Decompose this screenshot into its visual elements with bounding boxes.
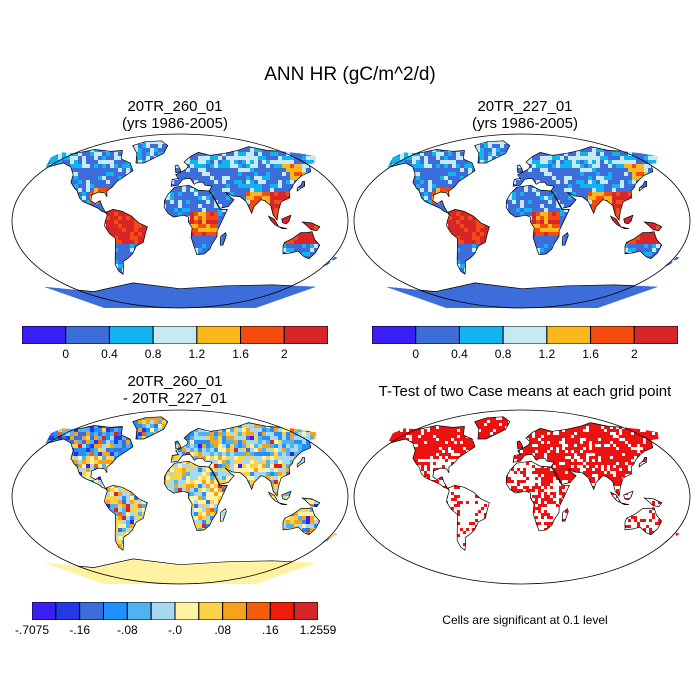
colorbar-swatch [103, 602, 128, 620]
panel-4-title: T-Test of two Case means at each grid po… [350, 383, 700, 400]
colorbar-case-260 [22, 326, 328, 344]
colorbar-tick-label: 1.6 [232, 347, 249, 361]
colorbar-swatch [415, 326, 460, 344]
colorbar-case-260-labels: 0 0.4 0.8 1.2 1.6 2 [22, 347, 328, 363]
colorbar-tick-label: -.08 [116, 623, 138, 637]
colorbar-tick-label: 1.6 [582, 347, 599, 361]
panel-2-subtitle: (yrs 1986-2005) [472, 115, 578, 132]
colorbar-swatch [246, 602, 271, 620]
colorbar-tick-label: -.16 [69, 623, 90, 637]
panel-1-subtitle: (yrs 1986-2005) [122, 115, 228, 132]
panel-2-title: 20TR_227_01 (yrs 1986-2005) [350, 98, 700, 132]
colorbar-tick-label: .08 [214, 623, 231, 637]
panel-2-title-text: 20TR_227_01 [477, 98, 573, 115]
colorbar-swatch [458, 326, 504, 344]
significance-footnote: Cells are significant at 0.1 level [442, 613, 608, 627]
colorbar-swatch [283, 326, 328, 344]
colorbar-difference [32, 602, 318, 620]
colorbar-swatch [22, 326, 67, 344]
colorbar-tick-label: -.7075 [14, 623, 50, 637]
colorbar-tick-label: 1.2 [538, 347, 556, 361]
panel-1-title-text: 20TR_260_01 [127, 98, 223, 115]
map-ttest [353, 409, 691, 585]
antarctica [43, 558, 317, 584]
colorbar-tick-label: 2 [280, 347, 288, 361]
map-case-227 [353, 133, 691, 309]
colorbar-swatch [222, 602, 248, 620]
map-difference [11, 409, 349, 585]
colorbar-case-227 [372, 326, 678, 344]
colorbar-tick-label: 0 [62, 347, 70, 361]
colorbar-tick-label: 1.2 [188, 347, 206, 361]
colorbar-tick-label: 1.2559 [299, 623, 337, 637]
colorbar-swatch [32, 602, 57, 620]
colorbar-swatch [152, 326, 198, 344]
colorbar-tick-label: 0 [412, 347, 420, 361]
colorbar-difference-labels: -.7075 -.16 -.08 -.0 .08 .16 1.2559 [15, 623, 336, 639]
colorbar-swatch [198, 602, 224, 620]
colorbar-swatch [126, 602, 152, 620]
panel-4-title-text: T-Test of two Case means at each grid po… [378, 383, 672, 400]
colorbar-swatch [240, 326, 285, 344]
colorbar-swatch [108, 326, 154, 344]
antarctica [43, 282, 317, 308]
colorbar-tick-label: .16 [261, 623, 279, 637]
colorbar-swatch [65, 326, 110, 344]
coastlines [43, 416, 339, 584]
antarctica [385, 282, 659, 308]
colorbar-swatch [633, 326, 678, 344]
colorbar-swatch [502, 326, 548, 344]
colorbar-swatch [269, 602, 295, 620]
colorbar-tick-label: 0.8 [144, 347, 162, 361]
panel-3-subtitle: - 20TR_227_01 [122, 390, 228, 407]
colorbar-tick-label: 2 [630, 347, 638, 361]
map-border [353, 409, 691, 585]
colorbar-tick-label: 0.4 [101, 347, 118, 361]
colorbar-swatch [372, 326, 417, 344]
colorbar-tick-label: -.0 [167, 623, 183, 637]
colorbar-swatch [293, 602, 318, 620]
colorbar-swatch [55, 602, 81, 620]
colorbar-swatch [150, 602, 176, 620]
colorbar-swatch [174, 602, 200, 620]
colorbar-swatch [196, 326, 242, 344]
colorbar-tick-label: 0.8 [494, 347, 512, 361]
panel-3-title-text: 20TR_260_01 [127, 373, 223, 390]
colorbar-swatch [590, 326, 635, 344]
colorbar-swatch [546, 326, 592, 344]
panel-1-title: 20TR_260_01 (yrs 1986-2005) [0, 98, 350, 132]
map-border [11, 409, 349, 585]
colorbar-tick-label: 0.4 [451, 347, 468, 361]
colorbar-case-227-labels: 0 0.4 0.8 1.2 1.6 2 [372, 347, 678, 363]
panel-3-title: 20TR_260_01- 20TR_227_01 [0, 373, 350, 407]
main-title: ANN HR (gC/m^2/d) [264, 64, 436, 85]
colorbar-swatch [79, 602, 105, 620]
map-border [11, 133, 349, 309]
map-border [353, 133, 691, 309]
map-case-260 [11, 133, 349, 309]
coastlines [385, 140, 681, 308]
